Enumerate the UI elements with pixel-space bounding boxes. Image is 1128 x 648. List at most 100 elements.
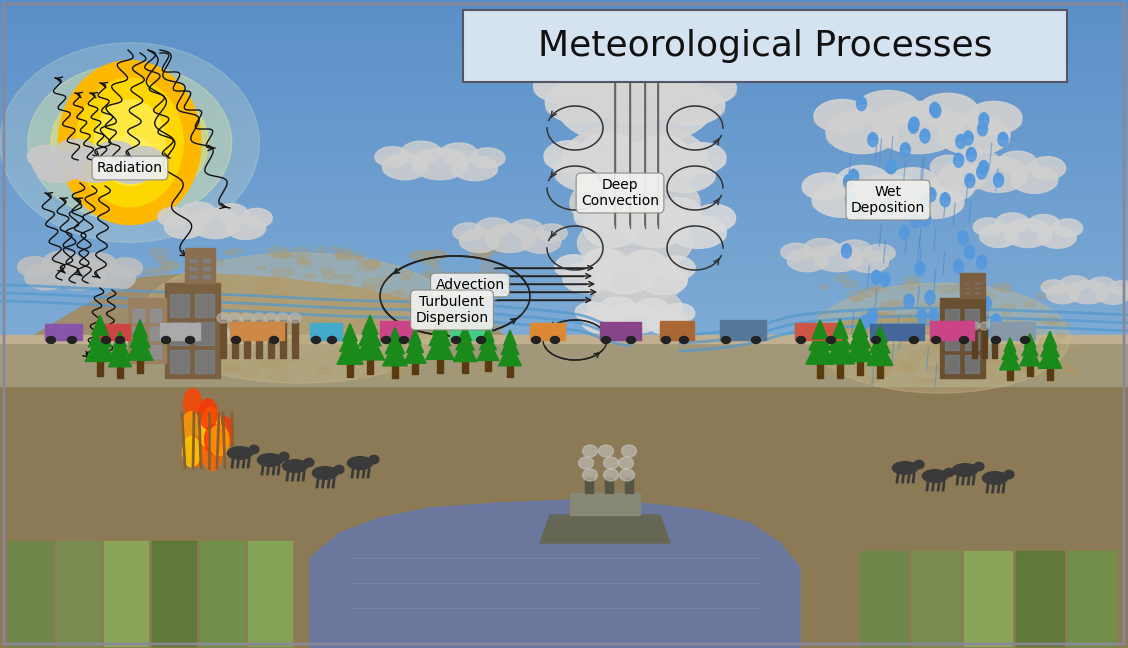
Ellipse shape — [869, 286, 880, 291]
Ellipse shape — [594, 256, 655, 294]
Ellipse shape — [229, 313, 241, 323]
Polygon shape — [871, 270, 881, 277]
Ellipse shape — [266, 247, 288, 257]
Ellipse shape — [583, 259, 626, 272]
Ellipse shape — [1054, 226, 1083, 235]
Ellipse shape — [1039, 282, 1055, 288]
Polygon shape — [873, 325, 887, 343]
Bar — [0, 549, 1128, 553]
Ellipse shape — [175, 319, 206, 338]
Ellipse shape — [835, 325, 847, 331]
Bar — [0, 251, 1128, 255]
Ellipse shape — [68, 336, 77, 343]
Polygon shape — [133, 319, 148, 337]
Ellipse shape — [255, 277, 273, 285]
Ellipse shape — [478, 297, 490, 302]
Bar — [0, 164, 1128, 168]
Bar — [0, 618, 1128, 622]
Bar — [0, 376, 1128, 380]
Bar — [244, 320, 250, 358]
Bar — [0, 194, 1128, 199]
Bar — [0, 389, 1128, 393]
Bar — [0, 643, 1128, 648]
Ellipse shape — [622, 445, 636, 457]
Ellipse shape — [460, 363, 474, 369]
Ellipse shape — [980, 224, 1017, 248]
Ellipse shape — [194, 254, 209, 261]
Ellipse shape — [994, 173, 1004, 187]
Polygon shape — [540, 515, 670, 543]
Ellipse shape — [849, 251, 889, 273]
Ellipse shape — [901, 281, 919, 290]
Ellipse shape — [888, 300, 898, 305]
Bar — [0, 575, 1128, 579]
Ellipse shape — [952, 369, 966, 375]
Ellipse shape — [452, 292, 472, 300]
Ellipse shape — [662, 311, 695, 321]
Bar — [0, 336, 1128, 386]
Ellipse shape — [620, 204, 690, 248]
Bar — [367, 360, 373, 374]
Ellipse shape — [574, 75, 637, 93]
Ellipse shape — [864, 244, 896, 262]
Ellipse shape — [670, 229, 726, 245]
Ellipse shape — [185, 306, 204, 314]
Ellipse shape — [182, 355, 201, 364]
Bar — [0, 17, 1128, 21]
Ellipse shape — [429, 250, 447, 259]
Ellipse shape — [368, 351, 381, 358]
Ellipse shape — [857, 288, 876, 297]
Bar — [0, 319, 1128, 324]
Polygon shape — [967, 312, 977, 319]
Ellipse shape — [813, 244, 863, 272]
Ellipse shape — [938, 175, 985, 189]
Bar — [0, 354, 1128, 358]
Ellipse shape — [1004, 319, 1022, 327]
Ellipse shape — [212, 369, 226, 375]
Bar — [0, 177, 1128, 181]
Polygon shape — [456, 330, 474, 350]
Ellipse shape — [254, 307, 272, 315]
Ellipse shape — [1004, 470, 1014, 479]
Ellipse shape — [658, 266, 695, 277]
Bar — [0, 95, 1128, 99]
Ellipse shape — [879, 362, 896, 369]
Ellipse shape — [1039, 226, 1076, 248]
Bar — [0, 285, 1128, 290]
Ellipse shape — [844, 175, 854, 189]
Ellipse shape — [998, 161, 1037, 172]
Ellipse shape — [919, 322, 929, 327]
Ellipse shape — [583, 226, 640, 244]
Ellipse shape — [476, 279, 492, 286]
Ellipse shape — [550, 336, 559, 343]
Polygon shape — [981, 297, 992, 303]
Bar — [913, 551, 960, 646]
Ellipse shape — [837, 178, 890, 192]
Bar — [150, 345, 161, 358]
Ellipse shape — [693, 215, 735, 229]
Bar — [190, 275, 197, 278]
Ellipse shape — [662, 303, 695, 323]
Ellipse shape — [289, 313, 301, 323]
Ellipse shape — [557, 71, 713, 146]
Ellipse shape — [914, 460, 924, 469]
Polygon shape — [920, 212, 931, 219]
Bar — [0, 341, 1128, 345]
Ellipse shape — [165, 214, 204, 238]
Bar — [0, 458, 1128, 462]
Ellipse shape — [555, 264, 592, 276]
Ellipse shape — [426, 259, 439, 264]
Ellipse shape — [603, 457, 618, 469]
Bar — [0, 497, 1128, 501]
Ellipse shape — [102, 336, 111, 343]
Polygon shape — [856, 97, 866, 104]
Ellipse shape — [555, 152, 617, 191]
Polygon shape — [846, 334, 874, 362]
Ellipse shape — [229, 314, 252, 323]
Ellipse shape — [169, 353, 190, 362]
Ellipse shape — [458, 293, 472, 299]
Ellipse shape — [411, 251, 432, 260]
Ellipse shape — [121, 330, 150, 340]
Ellipse shape — [156, 297, 173, 305]
Ellipse shape — [318, 299, 334, 307]
